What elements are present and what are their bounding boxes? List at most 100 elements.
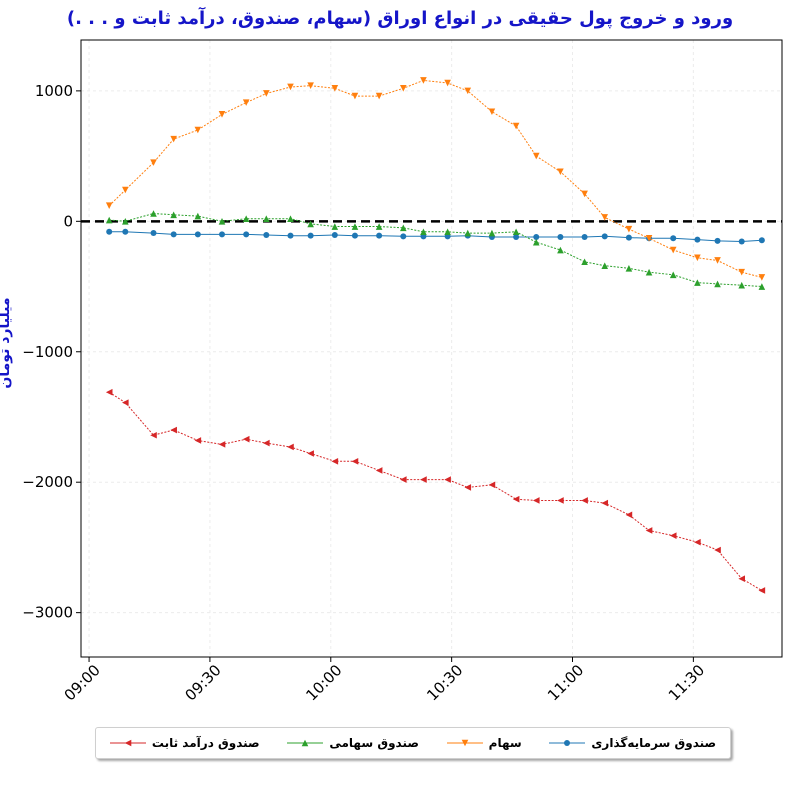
data-point-series-2 <box>331 223 339 230</box>
y-tick-label: −2000 <box>22 473 73 491</box>
data-point-series-3 <box>242 435 250 443</box>
data-point-series-0 <box>194 231 201 238</box>
data-point-series-3 <box>645 527 653 534</box>
data-point-series-1 <box>122 186 129 194</box>
data-point-series-1 <box>150 159 157 166</box>
data-point-series-3 <box>351 458 359 465</box>
data-point-series-0 <box>714 237 721 244</box>
data-point-series-2 <box>420 228 427 236</box>
data-point-series-3 <box>420 476 427 483</box>
series-line-0 <box>109 231 762 243</box>
data-point-series-0 <box>170 231 177 238</box>
data-point-series-2 <box>122 218 129 225</box>
data-point-series-1 <box>464 87 472 95</box>
data-point-series-1 <box>532 152 540 160</box>
legend: صندوق سرمایه‌گذاری سهام صندوق سهامی صندوق د… <box>95 727 731 759</box>
data-point-series-3 <box>625 511 633 519</box>
data-point-series-3 <box>194 437 202 444</box>
legend-swatch <box>109 739 146 747</box>
data-point-series-0 <box>738 238 745 245</box>
legend-item: صندوق درآمد ثابت <box>109 736 260 750</box>
legend-label: سهام <box>488 736 522 750</box>
data-point-series-1 <box>331 84 339 92</box>
data-point-series-0 <box>376 232 383 239</box>
x-tick-label: 11:30 <box>665 661 708 704</box>
y-tick-label: 0 <box>63 212 73 230</box>
data-point-series-0 <box>581 233 588 240</box>
series-line-1 <box>108 79 763 278</box>
data-point-series-1 <box>170 135 177 143</box>
data-point-series-2 <box>669 271 677 279</box>
data-point-series-2 <box>645 268 653 276</box>
x-tick-label: 09:00 <box>61 661 104 704</box>
data-point-series-3 <box>512 495 520 503</box>
data-point-series-3 <box>714 546 721 554</box>
data-point-series-3 <box>122 399 129 406</box>
data-point-series-1 <box>512 122 520 130</box>
data-point-series-1 <box>375 92 383 100</box>
data-point-series-3 <box>399 476 407 483</box>
data-point-series-3 <box>488 481 496 489</box>
data-point-series-1 <box>714 257 721 264</box>
x-tick-label: 11:00 <box>544 661 587 704</box>
data-point-series-1 <box>557 168 564 176</box>
data-point-series-0 <box>243 231 250 238</box>
data-point-series-0 <box>219 231 226 238</box>
legend-swatch-marker <box>461 739 468 747</box>
data-point-series-0 <box>557 233 564 240</box>
data-point-series-3 <box>601 499 609 507</box>
data-point-series-3 <box>287 443 294 451</box>
data-point-series-3 <box>170 426 177 434</box>
data-point-series-0 <box>150 230 157 237</box>
data-point-series-2 <box>758 283 766 290</box>
data-point-series-1 <box>194 126 202 134</box>
data-point-series-2 <box>375 223 383 230</box>
data-point-series-2 <box>625 264 633 272</box>
data-point-series-0 <box>533 233 540 240</box>
data-point-series-0 <box>400 233 407 240</box>
data-point-series-1 <box>669 246 677 254</box>
data-point-series-1 <box>351 92 359 100</box>
data-point-series-0 <box>670 235 677 242</box>
data-point-series-2 <box>242 215 250 223</box>
legend-swatch <box>287 739 324 747</box>
legend-item: صندوق سرمایه‌گذاری <box>549 736 716 750</box>
data-point-series-3 <box>307 450 314 457</box>
data-point-series-3 <box>263 439 270 447</box>
y-tick-label: −3000 <box>22 604 73 622</box>
legend-item: سهام <box>446 736 522 750</box>
data-point-series-0 <box>263 232 270 239</box>
data-point-series-1 <box>645 234 653 242</box>
legend-swatch-marker <box>124 739 132 747</box>
legend-label: صندوق درآمد ثابت <box>151 736 260 750</box>
data-point-series-2 <box>307 220 314 228</box>
y-tick-label: −1000 <box>22 343 73 361</box>
data-point-series-2 <box>557 246 564 254</box>
legend-swatch-marker <box>564 740 571 746</box>
data-point-series-1 <box>444 79 451 87</box>
data-point-series-2 <box>581 258 588 266</box>
data-point-series-0 <box>287 232 294 239</box>
data-point-series-0 <box>307 232 314 239</box>
data-point-series-0 <box>625 234 632 241</box>
data-point-series-1 <box>758 274 766 281</box>
data-point-series-2 <box>488 229 496 237</box>
data-point-series-3 <box>557 497 564 504</box>
data-point-series-2 <box>694 279 701 286</box>
data-point-series-2 <box>532 238 540 246</box>
data-point-series-2 <box>351 223 359 230</box>
legend-swatch <box>446 739 483 747</box>
plot-frame <box>80 39 783 658</box>
data-point-series-1 <box>625 225 633 233</box>
data-point-series-0 <box>106 228 113 235</box>
data-point-series-2 <box>512 228 520 236</box>
data-point-series-2 <box>105 216 113 224</box>
data-point-series-3 <box>464 484 472 491</box>
data-point-series-2 <box>287 215 294 223</box>
data-point-series-0 <box>331 232 338 239</box>
data-point-series-2 <box>714 280 721 288</box>
data-point-series-1 <box>105 202 113 209</box>
data-point-series-3 <box>738 575 746 583</box>
